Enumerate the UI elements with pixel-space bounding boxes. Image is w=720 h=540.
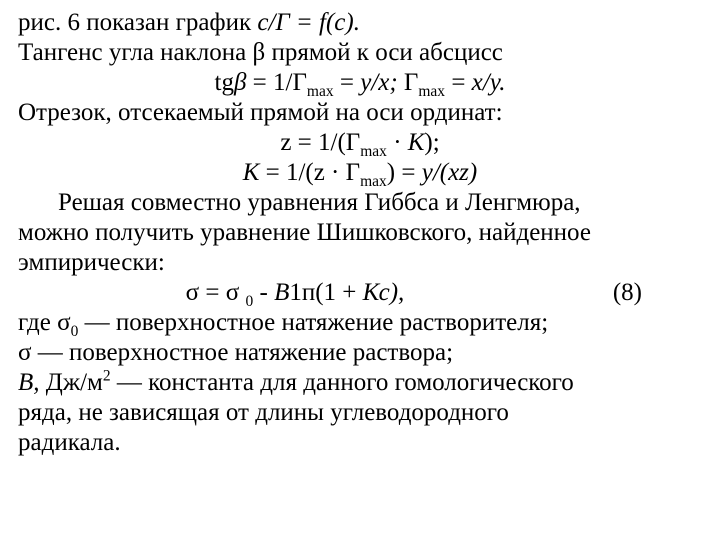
eq-text: х/у. — [472, 69, 506, 96]
equation-body: σ = σ 0 - В1п(1 + Кс), — [18, 278, 572, 308]
line-9: эмпирически: — [18, 248, 702, 278]
eq-text: σ = σ — [186, 279, 246, 306]
line-2: Тангенс угла наклона β прямой к оси абсц… — [18, 38, 702, 68]
eq-text: ); — [424, 129, 439, 156]
text-italic: В, — [18, 369, 46, 396]
line-3-equation: tgβ = 1/Гmax = у/х; Гmax = х/у. — [18, 68, 702, 98]
text: — поверхностное натяжение растворителя; — [78, 309, 548, 336]
line-4: Отрезок, отсекаемый прямой на оси ордина… — [18, 98, 702, 128]
text-italic: с/Г = f(с). — [257, 9, 360, 36]
eq-text: Кс), — [363, 279, 405, 306]
eq-text: К — [243, 159, 260, 186]
eq-text: β — [234, 69, 246, 96]
line-14: ряда, не зависящая от длины углеводородн… — [18, 398, 702, 428]
line-15: радикала. — [18, 428, 702, 458]
text: Дж/м — [46, 369, 103, 396]
eq-text: В — [274, 279, 289, 306]
line-12: σ — поверхностное натяжение раствора; — [18, 338, 702, 368]
eq-text: у/х; — [360, 69, 404, 96]
superscript: 2 — [103, 368, 111, 385]
eq-text: = — [445, 69, 472, 96]
eq-text: Г — [404, 69, 418, 96]
line-13: В, Дж/м2 — константа для данного гомолог… — [18, 368, 702, 398]
line-1: рис. 6 показан график с/Г = f(с). — [18, 8, 702, 38]
eq-text: у/(хz) — [422, 159, 478, 186]
eq-text: ) = — [387, 159, 422, 186]
line-7: Решая совместно уравнения Гиббса и Ленгм… — [18, 188, 702, 218]
eq-text: - — [253, 279, 274, 306]
document-page: рис. 6 показан график с/Г = f(с). Танген… — [0, 0, 720, 540]
line-8: можно получить уравнение Шишковского, на… — [18, 218, 702, 248]
line-6-equation: К = 1/(z · Гmax) = у/(хz) — [18, 158, 702, 188]
line-5-equation: z = 1/(Гmax · К); — [18, 128, 702, 158]
text: ряда, не зависящая от длины углеводородн… — [18, 399, 509, 426]
line-10-equation: σ = σ 0 - В1п(1 + Кс), (8) — [18, 278, 702, 308]
eq-text: z = 1/(Г — [280, 129, 360, 156]
text: где σ — [18, 309, 71, 336]
text: рис. 6 показан график — [18, 9, 257, 36]
line-11: где σ0 — поверхностное натяжение раствор… — [18, 308, 702, 338]
eq-text: tg — [215, 69, 234, 96]
eq-text: = 1/(z · Г — [259, 159, 360, 186]
eq-text: К — [408, 129, 425, 156]
eq-text: · — [387, 129, 408, 156]
text: — константа для данного гомологического — [111, 369, 574, 396]
eq-text: 1п(1 + — [289, 279, 362, 306]
eq-text: = 1/Г — [246, 69, 307, 96]
eq-text: = — [334, 69, 361, 96]
equation-number: (8) — [572, 278, 702, 308]
